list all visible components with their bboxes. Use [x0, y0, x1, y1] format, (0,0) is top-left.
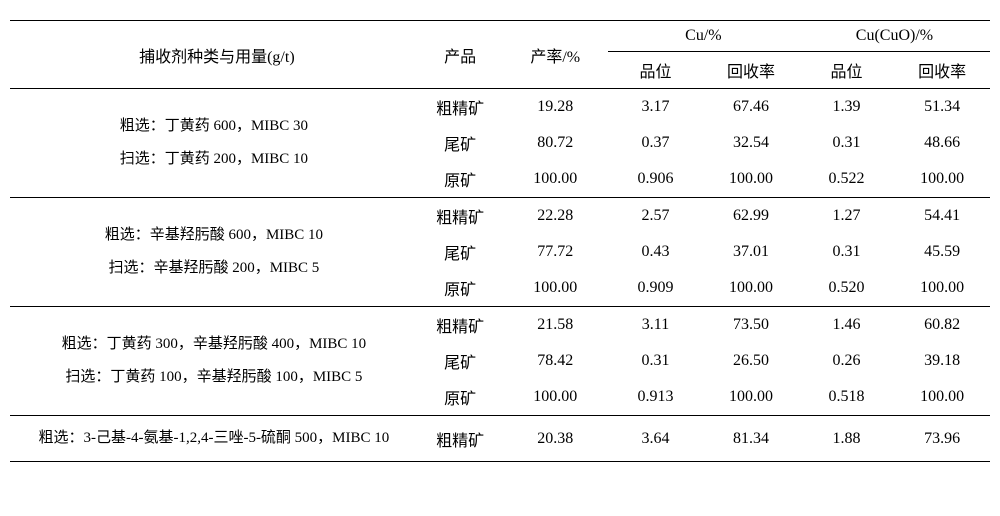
- yield-cell: 20.38: [503, 416, 608, 462]
- cu-recovery-cell: 73.50: [703, 307, 799, 344]
- product-cell: 原矿: [418, 379, 503, 416]
- header-product: 产品: [418, 21, 503, 89]
- cuo-recovery-cell: 48.66: [894, 125, 990, 161]
- cuo-recovery-cell: 54.41: [894, 198, 990, 235]
- yield-cell: 19.28: [503, 89, 608, 126]
- cu-recovery-cell: 100.00: [703, 161, 799, 198]
- product-cell: 尾矿: [418, 234, 503, 270]
- cu-recovery-cell: 81.34: [703, 416, 799, 462]
- cu-recovery-cell: 67.46: [703, 89, 799, 126]
- cuo-recovery-cell: 39.18: [894, 343, 990, 379]
- table-row: 粗选：3-己基-4-氨基-1,2,4-三唑-5-硫酮 500，MIBC 10 粗精…: [10, 416, 990, 462]
- cuo-recovery-cell: 100.00: [894, 270, 990, 307]
- yield-cell: 80.72: [503, 125, 608, 161]
- flotation-results-table: 捕收剂种类与用量(g/t) 产品 产率/% Cu/% Cu(CuO)/% 品位 …: [10, 20, 990, 462]
- product-cell: 粗精矿: [418, 307, 503, 344]
- table-row: 粗选：辛基羟肟酸 600，MIBC 10扫选：辛基羟肟酸 200，MIBC 5粗…: [10, 198, 990, 235]
- cu-recovery-cell: 62.99: [703, 198, 799, 235]
- cu-recovery-cell: 100.00: [703, 270, 799, 307]
- cuo-grade-cell: 0.31: [799, 125, 894, 161]
- cu-grade-cell: 2.57: [608, 198, 703, 235]
- header-cu-group: Cu/%: [608, 21, 799, 52]
- cuo-grade-cell: 1.46: [799, 307, 894, 344]
- collector-line: 粗选：辛基羟肟酸 600，MIBC 10: [105, 227, 323, 243]
- yield-cell: 78.42: [503, 343, 608, 379]
- cu-recovery-cell: 26.50: [703, 343, 799, 379]
- collector-line: 粗选：丁黄药 600，MIBC 30: [120, 118, 308, 134]
- table-body: 粗选：丁黄药 600，MIBC 30扫选：丁黄药 200，MIBC 10粗精矿1…: [10, 89, 990, 462]
- cu-grade-cell: 0.913: [608, 379, 703, 416]
- collector-line: 扫选：丁黄药 200，MIBC 10: [120, 151, 308, 167]
- yield-cell: 21.58: [503, 307, 608, 344]
- collector-cell: 粗选：辛基羟肟酸 600，MIBC 10 扫选：辛基羟肟酸 200，MIBC 5: [10, 198, 418, 307]
- cu-grade-cell: 0.906: [608, 161, 703, 198]
- header-cu-recovery: 回收率: [703, 52, 799, 89]
- collector-line: 粗选：丁黄药 300，辛基羟肟酸 400，MIBC 10: [62, 336, 367, 352]
- cuo-grade-cell: 0.522: [799, 161, 894, 198]
- collector-line: 扫选：辛基羟肟酸 200，MIBC 5: [108, 260, 319, 276]
- cuo-recovery-cell: 60.82: [894, 307, 990, 344]
- cuo-recovery-cell: 100.00: [894, 379, 990, 416]
- table-row: 粗选：丁黄药 300，辛基羟肟酸 400，MIBC 10扫选：丁黄药 100，辛…: [10, 307, 990, 344]
- header-cu-grade: 品位: [608, 52, 703, 89]
- cu-recovery-cell: 32.54: [703, 125, 799, 161]
- product-cell: 尾矿: [418, 125, 503, 161]
- cuo-grade-cell: 0.31: [799, 234, 894, 270]
- collector-cell: 粗选：丁黄药 600，MIBC 30 扫选：丁黄药 200，MIBC 10: [10, 89, 418, 198]
- cu-grade-cell: 0.31: [608, 343, 703, 379]
- header-yield: 产率/%: [503, 21, 608, 89]
- cuo-grade-cell: 1.88: [799, 416, 894, 462]
- cuo-grade-cell: 0.26: [799, 343, 894, 379]
- header-collector: 捕收剂种类与用量(g/t): [10, 21, 418, 89]
- cuo-recovery-cell: 51.34: [894, 89, 990, 126]
- product-cell: 尾矿: [418, 343, 503, 379]
- cu-grade-cell: 3.64: [608, 416, 703, 462]
- collector-line: 粗选：3-己基-4-氨基-1,2,4-三唑-5-硫酮 500，MIBC 10: [38, 430, 389, 446]
- yield-cell: 77.72: [503, 234, 608, 270]
- cu-grade-cell: 0.43: [608, 234, 703, 270]
- collector-line: 扫选：丁黄药 100，辛基羟肟酸 100，MIBC 5: [65, 369, 362, 385]
- cuo-grade-cell: 0.520: [799, 270, 894, 307]
- cuo-recovery-cell: 73.96: [894, 416, 990, 462]
- collector-cell: 粗选：丁黄药 300，辛基羟肟酸 400，MIBC 10 扫选：丁黄药 100，辛…: [10, 307, 418, 416]
- table-row: 粗选：丁黄药 600，MIBC 30扫选：丁黄药 200，MIBC 10粗精矿1…: [10, 89, 990, 126]
- product-cell: 粗精矿: [418, 198, 503, 235]
- yield-cell: 22.28: [503, 198, 608, 235]
- cu-recovery-cell: 100.00: [703, 379, 799, 416]
- yield-cell: 100.00: [503, 379, 608, 416]
- cu-recovery-cell: 37.01: [703, 234, 799, 270]
- cuo-grade-cell: 1.27: [799, 198, 894, 235]
- cuo-recovery-cell: 100.00: [894, 161, 990, 198]
- product-cell: 原矿: [418, 161, 503, 198]
- header-cuo-recovery: 回收率: [894, 52, 990, 89]
- cu-grade-cell: 0.37: [608, 125, 703, 161]
- cu-grade-cell: 3.11: [608, 307, 703, 344]
- collector-cell: 粗选：3-己基-4-氨基-1,2,4-三唑-5-硫酮 500，MIBC 10: [10, 416, 418, 462]
- cuo-grade-cell: 1.39: [799, 89, 894, 126]
- cuo-recovery-cell: 45.59: [894, 234, 990, 270]
- yield-cell: 100.00: [503, 161, 608, 198]
- cuo-grade-cell: 0.518: [799, 379, 894, 416]
- header-cuo-grade: 品位: [799, 52, 894, 89]
- product-cell: 原矿: [418, 270, 503, 307]
- cu-grade-cell: 0.909: [608, 270, 703, 307]
- product-cell: 粗精矿: [418, 416, 503, 462]
- product-cell: 粗精矿: [418, 89, 503, 126]
- yield-cell: 100.00: [503, 270, 608, 307]
- header-cuo-group: Cu(CuO)/%: [799, 21, 990, 52]
- cu-grade-cell: 3.17: [608, 89, 703, 126]
